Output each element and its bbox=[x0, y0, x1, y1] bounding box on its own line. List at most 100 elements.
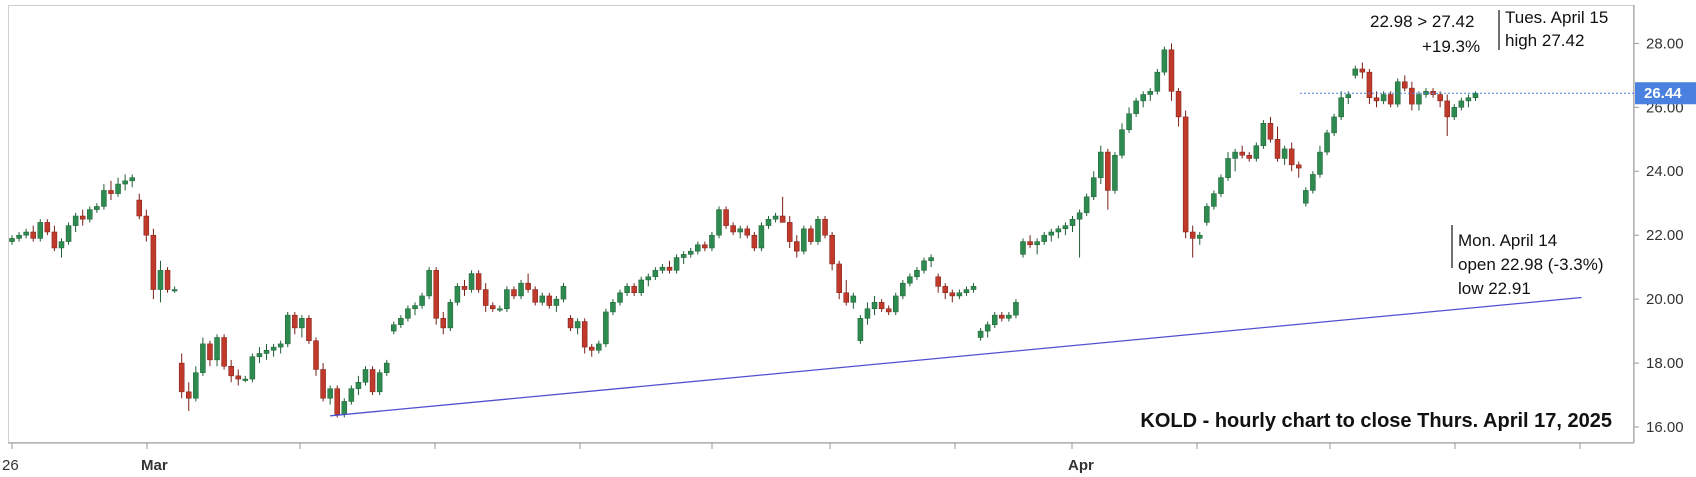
candle bbox=[164, 267, 171, 293]
candle-body-down bbox=[942, 286, 948, 293]
candle bbox=[1048, 228, 1055, 242]
candle-body-up bbox=[1260, 123, 1267, 146]
candle bbox=[638, 276, 644, 296]
candle-body-down bbox=[490, 305, 496, 309]
candle-body-down bbox=[235, 375, 241, 380]
candle bbox=[1310, 171, 1316, 194]
candle-body-down bbox=[44, 222, 51, 233]
candle bbox=[482, 283, 489, 312]
candle bbox=[511, 286, 517, 300]
candle bbox=[1437, 91, 1443, 108]
candle bbox=[567, 315, 574, 332]
candle-body-up bbox=[1253, 145, 1260, 159]
candle bbox=[836, 260, 842, 300]
candle bbox=[977, 327, 984, 341]
candle-body-down bbox=[829, 234, 835, 265]
candle-body-up bbox=[1465, 97, 1472, 102]
candle-body-up bbox=[1133, 100, 1139, 114]
candle-body-up bbox=[171, 289, 178, 292]
candle-body-down bbox=[808, 228, 814, 242]
candle bbox=[327, 385, 333, 405]
candle bbox=[1387, 91, 1394, 108]
candle-body-down bbox=[999, 314, 1005, 319]
candle bbox=[546, 292, 553, 309]
candle-body-down bbox=[1366, 71, 1373, 98]
candle bbox=[256, 347, 263, 364]
candle bbox=[984, 321, 991, 338]
candle-body-up bbox=[87, 209, 93, 220]
candle-body-up bbox=[256, 353, 263, 357]
candle bbox=[744, 225, 751, 239]
candle bbox=[108, 180, 114, 201]
candle bbox=[1006, 311, 1012, 322]
candle bbox=[645, 273, 652, 287]
candle bbox=[369, 366, 376, 396]
candle-body-up bbox=[596, 343, 602, 351]
candle bbox=[1119, 123, 1125, 159]
candle bbox=[1218, 174, 1224, 197]
candle bbox=[1020, 238, 1026, 258]
candle-body-up bbox=[1069, 218, 1076, 226]
candle bbox=[334, 385, 340, 418]
candle bbox=[956, 289, 963, 300]
annotation-tues-line-2: high 27.42 bbox=[1505, 31, 1584, 50]
candle-body-up bbox=[758, 225, 765, 249]
y-tick-label: 28.00 bbox=[1646, 35, 1684, 52]
candle-body-up bbox=[737, 228, 743, 233]
candle bbox=[539, 292, 545, 306]
candle bbox=[143, 209, 150, 242]
candle bbox=[1182, 110, 1189, 239]
candle bbox=[1331, 113, 1337, 137]
candle bbox=[871, 295, 878, 316]
candle-body-up bbox=[1225, 158, 1231, 178]
candle-body-down bbox=[306, 318, 312, 341]
candle-body-up bbox=[1451, 107, 1458, 118]
candle-body-down bbox=[935, 276, 941, 287]
candle-body-up bbox=[129, 177, 135, 182]
candle-body-up bbox=[122, 180, 128, 185]
candle-body-down bbox=[532, 289, 538, 303]
candle bbox=[16, 231, 22, 242]
current-price-label: 26.44 bbox=[1644, 85, 1682, 102]
candle-body-down bbox=[164, 270, 171, 290]
candle-body-down bbox=[1027, 241, 1033, 246]
candle-body-down bbox=[822, 218, 828, 236]
candle bbox=[1225, 152, 1231, 181]
candle-body-up bbox=[454, 286, 461, 303]
candle-body-down bbox=[1105, 151, 1111, 191]
candle-body-up bbox=[864, 308, 871, 319]
candle-body-down bbox=[1168, 49, 1175, 92]
candle bbox=[58, 238, 65, 258]
candle-body-up bbox=[709, 234, 715, 249]
candle-body-down bbox=[1359, 68, 1366, 73]
candle bbox=[914, 267, 920, 280]
candle-body-up bbox=[539, 295, 545, 303]
annotation-rally-line-1: 22.98 > 27.42 bbox=[1370, 12, 1474, 31]
candle-body-up bbox=[101, 190, 107, 207]
candle bbox=[270, 343, 277, 357]
candle bbox=[504, 286, 510, 312]
candle bbox=[9, 235, 15, 245]
candle-body-up bbox=[970, 286, 977, 290]
candle bbox=[596, 340, 602, 354]
candle bbox=[935, 273, 941, 293]
candle bbox=[1246, 152, 1252, 162]
candle-body-up bbox=[638, 279, 644, 293]
candle-body-up bbox=[1324, 132, 1330, 153]
candle-body-down bbox=[79, 215, 86, 220]
candle bbox=[737, 225, 743, 239]
candle bbox=[1409, 81, 1415, 111]
candle bbox=[65, 222, 72, 245]
y-tick-label: 22.00 bbox=[1646, 227, 1684, 244]
candle bbox=[221, 334, 227, 370]
candle-body-up bbox=[610, 302, 616, 313]
candle-body-down bbox=[186, 391, 192, 399]
candle bbox=[850, 292, 857, 309]
candle-body-up bbox=[1338, 97, 1344, 118]
annotation-mon-line-3: low 22.91 bbox=[1458, 279, 1531, 298]
candle-body-down bbox=[1387, 94, 1394, 105]
candle-body-down bbox=[1246, 155, 1252, 159]
candle-body-down bbox=[433, 270, 439, 319]
candle bbox=[1140, 91, 1146, 108]
